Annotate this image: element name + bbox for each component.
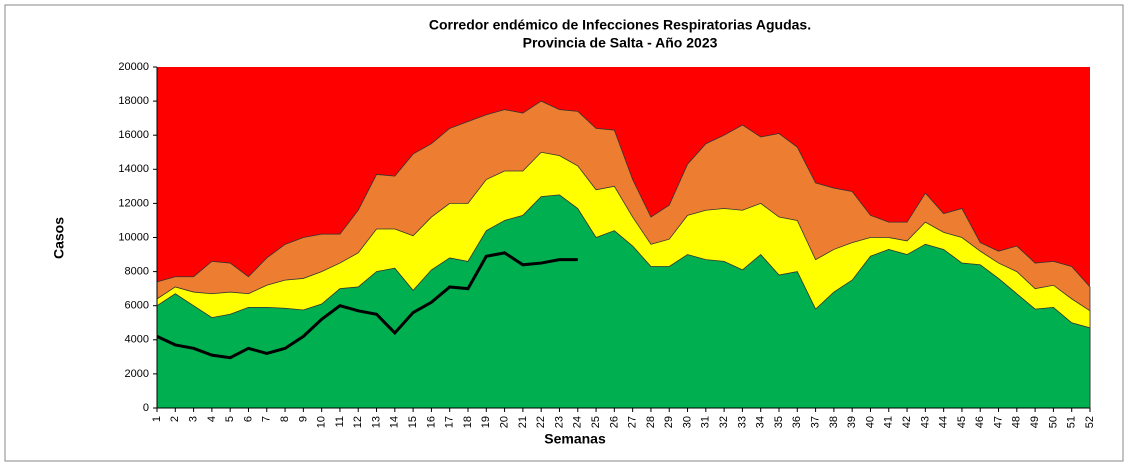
x-tick-label: 35 bbox=[773, 416, 785, 428]
x-tick-label: 34 bbox=[755, 416, 767, 428]
x-tick-label: 41 bbox=[883, 416, 895, 428]
x-tick-label: 22 bbox=[535, 416, 547, 428]
x-tick-label: 36 bbox=[791, 416, 803, 428]
x-tick-label: 13 bbox=[370, 416, 382, 428]
x-tick-label: 24 bbox=[572, 416, 584, 428]
x-tick-label: 23 bbox=[553, 416, 565, 428]
x-tick-label: 18 bbox=[462, 416, 474, 428]
x-tick-label: 8 bbox=[279, 416, 291, 422]
x-tick-label: 45 bbox=[956, 416, 968, 428]
chart-subtitle: Provincia de Salta - Año 2023 bbox=[523, 35, 718, 51]
x-tick-label: 15 bbox=[407, 416, 419, 428]
area bbox=[156, 194, 1091, 409]
y-tick-label: 14000 bbox=[118, 163, 149, 175]
x-tick-label: 43 bbox=[919, 416, 931, 428]
x-tick-label: 38 bbox=[828, 416, 840, 428]
x-tick-label: 37 bbox=[809, 416, 821, 428]
x-tick-label: 20 bbox=[498, 416, 510, 428]
x-tick-label: 29 bbox=[663, 416, 675, 428]
y-tick-label: 20000 bbox=[118, 61, 149, 73]
x-tick-label: 49 bbox=[1029, 416, 1041, 428]
x-tick-label: 2 bbox=[169, 416, 181, 422]
y-tick-label: 4000 bbox=[125, 334, 149, 346]
x-tick-label: 52 bbox=[1084, 416, 1096, 428]
y-tick-label: 16000 bbox=[118, 129, 149, 141]
y-tick-label: 8000 bbox=[125, 266, 149, 278]
x-tick-label: 6 bbox=[242, 416, 254, 422]
y-tick-label: 6000 bbox=[125, 300, 149, 312]
x-tick-label: 21 bbox=[517, 416, 529, 428]
x-axis-title: Semanas bbox=[544, 431, 606, 447]
x-tick-label: 50 bbox=[1047, 416, 1059, 428]
x-tick-label: 7 bbox=[261, 416, 273, 422]
x-tick-label: 19 bbox=[480, 416, 492, 428]
x-tick-label: 44 bbox=[938, 416, 950, 428]
x-tick-label: 3 bbox=[187, 416, 199, 422]
y-tick-label: 2000 bbox=[125, 368, 149, 380]
x-tick-label: 31 bbox=[700, 416, 712, 428]
x-tick-label: 28 bbox=[645, 416, 657, 428]
x-tick-label: 4 bbox=[206, 416, 218, 422]
x-tick-label: 26 bbox=[608, 416, 620, 428]
line bbox=[156, 251, 578, 360]
x-tick-label: 14 bbox=[389, 416, 401, 428]
x-tick-label: 12 bbox=[352, 416, 364, 428]
y-axis-title: Casos bbox=[51, 217, 67, 259]
y-tick-label: 12000 bbox=[118, 197, 149, 209]
chart-title: Corredor endémico de Infecciones Respira… bbox=[429, 17, 811, 33]
x-tick-label: 27 bbox=[627, 416, 639, 428]
x-tick-label: 11 bbox=[334, 416, 346, 427]
x-tick-label: 48 bbox=[1011, 416, 1023, 428]
x-tick-label: 47 bbox=[992, 416, 1004, 428]
x-tick-label: 51 bbox=[1066, 416, 1078, 428]
x-tick-label: 9 bbox=[297, 416, 309, 422]
x-tick-label: 30 bbox=[681, 416, 693, 428]
x-tick-label: 1 bbox=[151, 416, 163, 422]
y-tick-label: 18000 bbox=[118, 95, 149, 107]
x-tick-label: 10 bbox=[316, 416, 328, 428]
x-tick-label: 25 bbox=[590, 416, 602, 428]
x-tick-label: 5 bbox=[224, 416, 236, 422]
x-tick-label: 46 bbox=[974, 416, 986, 428]
y-tick-label: 0 bbox=[143, 402, 149, 414]
x-tick-label: 40 bbox=[864, 416, 876, 428]
x-tick-label: 42 bbox=[901, 416, 913, 428]
x-tick-label: 39 bbox=[846, 416, 858, 428]
x-tick-label: 17 bbox=[444, 416, 456, 428]
y-tick-label: 10000 bbox=[118, 231, 149, 243]
x-tick-label: 33 bbox=[736, 416, 748, 428]
x-tick-label: 32 bbox=[718, 416, 730, 428]
x-tick-label: 16 bbox=[425, 416, 437, 428]
